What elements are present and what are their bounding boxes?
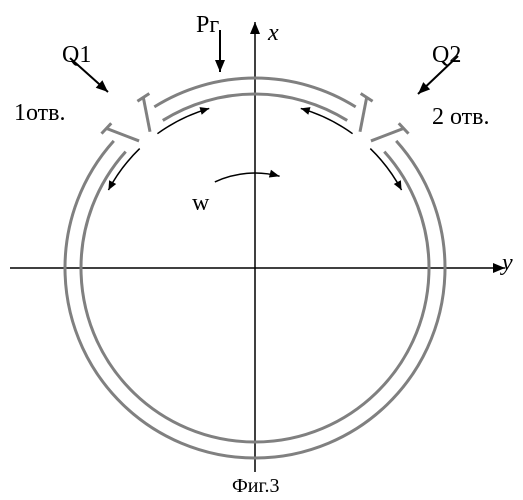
axis-x-label: x xyxy=(268,20,279,47)
axis-y-label: y xyxy=(502,250,513,277)
label-Q1: Q1 xyxy=(62,42,91,69)
label-otv2: 2 отв. xyxy=(432,104,490,131)
label-otv1: 1отв. xyxy=(14,100,66,127)
label-Q2: Q2 xyxy=(432,42,461,69)
label-Pr: Рг xyxy=(196,12,219,39)
label-w: w xyxy=(192,190,209,217)
figure-caption: Фиг.3 xyxy=(232,475,279,498)
figure-container: { "canvas": { "w": 523, "h": 500, "bg": … xyxy=(0,0,523,500)
diagram-svg xyxy=(0,0,523,500)
